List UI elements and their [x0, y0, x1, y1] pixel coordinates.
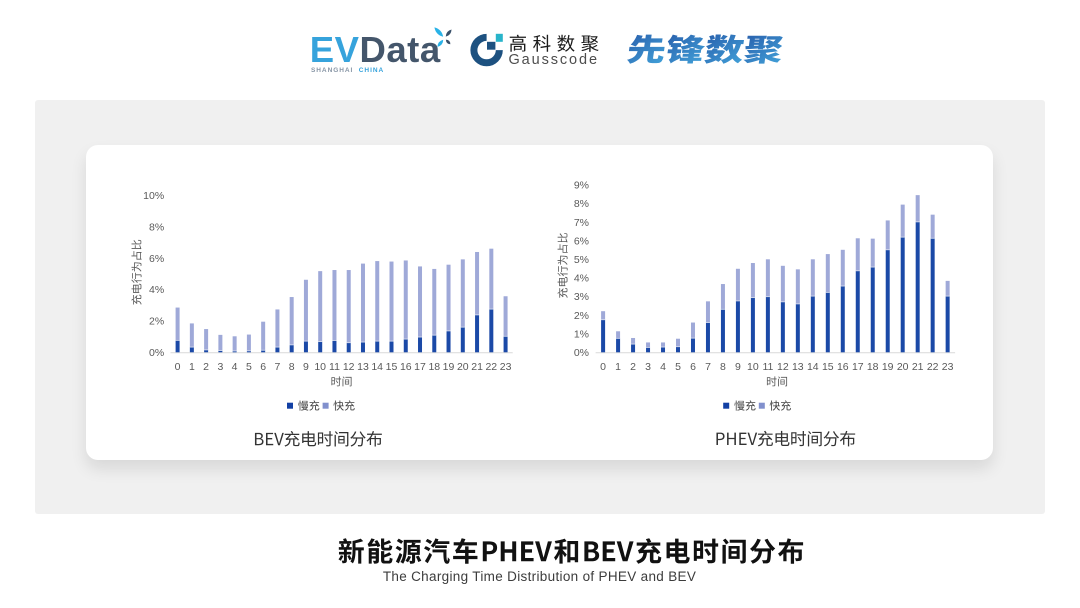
svg-text:10: 10 — [314, 361, 326, 373]
svg-text:23: 23 — [500, 361, 512, 373]
svg-text:3%: 3% — [574, 291, 589, 303]
svg-text:22: 22 — [485, 361, 497, 373]
svg-text:15: 15 — [822, 361, 834, 373]
svg-text:10%: 10% — [143, 190, 164, 202]
svg-text:16: 16 — [400, 361, 412, 373]
svg-text:1%: 1% — [574, 328, 589, 340]
svg-text:14: 14 — [807, 361, 819, 373]
svg-text:4%: 4% — [149, 284, 164, 296]
svg-text:5: 5 — [246, 361, 252, 373]
svg-text:16: 16 — [837, 361, 849, 373]
svg-text:14: 14 — [371, 361, 383, 373]
svg-text:22: 22 — [927, 361, 939, 373]
svg-text:2%: 2% — [149, 316, 164, 328]
svg-text:17: 17 — [852, 361, 864, 373]
svg-text:7: 7 — [274, 361, 280, 373]
svg-text:18: 18 — [428, 361, 440, 373]
svg-text:0%: 0% — [574, 347, 589, 359]
svg-text:1: 1 — [615, 361, 621, 373]
svg-text:7: 7 — [705, 361, 711, 373]
svg-text:8: 8 — [720, 361, 726, 373]
svg-text:13: 13 — [792, 361, 804, 373]
svg-text:6: 6 — [690, 361, 696, 373]
svg-text:19: 19 — [443, 361, 455, 373]
svg-text:12: 12 — [343, 361, 355, 373]
svg-text:8%: 8% — [574, 198, 589, 210]
svg-text:21: 21 — [912, 361, 924, 373]
svg-text:0: 0 — [600, 361, 606, 373]
svg-text:20: 20 — [897, 361, 909, 373]
svg-text:21: 21 — [471, 361, 483, 373]
svg-text:5: 5 — [675, 361, 681, 373]
svg-text:2: 2 — [630, 361, 636, 373]
svg-text:0: 0 — [175, 361, 181, 373]
svg-text:8: 8 — [289, 361, 295, 373]
svg-text:6%: 6% — [149, 253, 164, 265]
svg-text:0%: 0% — [149, 347, 164, 359]
svg-text:9: 9 — [735, 361, 741, 373]
svg-text:20: 20 — [457, 361, 469, 373]
svg-text:3: 3 — [645, 361, 651, 373]
svg-text:2%: 2% — [574, 310, 589, 322]
svg-text:19: 19 — [882, 361, 894, 373]
svg-text:6%: 6% — [574, 235, 589, 247]
svg-text:11: 11 — [329, 361, 340, 373]
svg-text:13: 13 — [357, 361, 369, 373]
svg-text:1: 1 — [189, 361, 195, 373]
svg-text:4: 4 — [232, 361, 238, 373]
svg-text:9%: 9% — [574, 180, 589, 192]
svg-text:3: 3 — [217, 361, 223, 373]
svg-text:9: 9 — [303, 361, 309, 373]
svg-text:7%: 7% — [574, 217, 589, 229]
svg-text:15: 15 — [386, 361, 398, 373]
svg-text:6: 6 — [260, 361, 266, 373]
svg-text:5%: 5% — [574, 254, 589, 266]
svg-text:23: 23 — [942, 361, 954, 373]
svg-text:4: 4 — [660, 361, 666, 373]
svg-text:10: 10 — [747, 361, 759, 373]
svg-text:18: 18 — [867, 361, 879, 373]
svg-text:17: 17 — [414, 361, 426, 373]
svg-text:8%: 8% — [149, 221, 164, 233]
svg-text:11: 11 — [762, 361, 773, 373]
svg-text:2: 2 — [203, 361, 209, 373]
svg-text:4%: 4% — [574, 273, 589, 285]
svg-text:12: 12 — [777, 361, 789, 373]
